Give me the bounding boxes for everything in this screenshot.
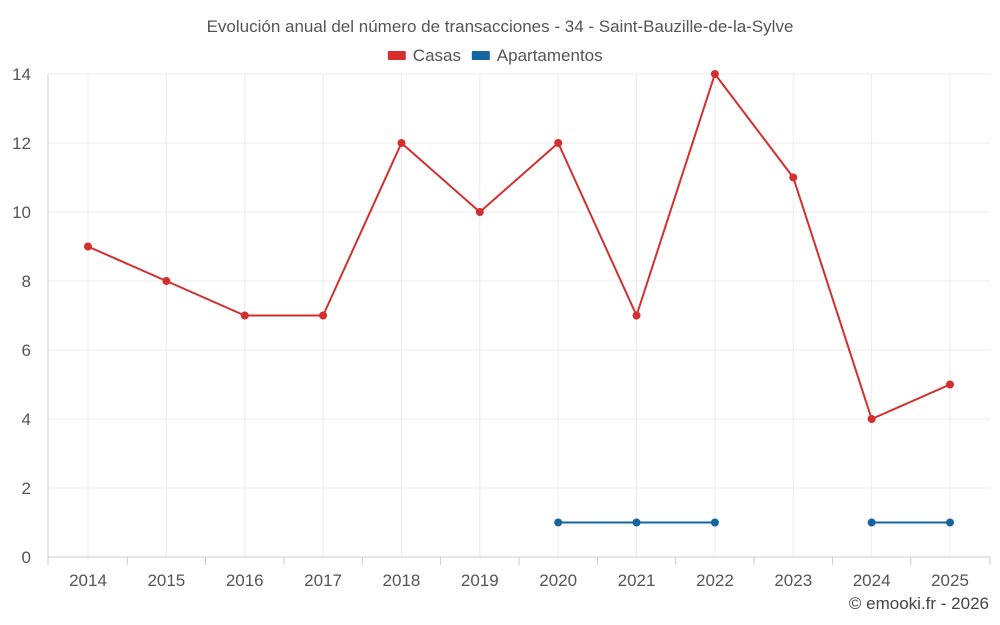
series-casas [84, 70, 954, 423]
x-tick-label: 2023 [774, 571, 812, 590]
y-tick-label: 10 [12, 203, 31, 222]
series-apartamentos [554, 518, 954, 527]
legend-label-casas: Casas [413, 46, 461, 65]
x-tick-label: 2018 [383, 571, 421, 590]
y-tick-label: 12 [12, 134, 31, 153]
data-point-casas[interactable] [84, 242, 92, 251]
x-tick-label: 2025 [931, 571, 969, 590]
chart-title: Evolución anual del número de transaccio… [207, 17, 794, 36]
legend-item-apartamentos[interactable]: Apartamentos [471, 46, 603, 65]
x-tick-label: 2017 [304, 571, 342, 590]
y-tick-label: 8 [22, 272, 31, 291]
legend-swatch-apartamentos [471, 51, 490, 60]
y-tick-label: 14 [12, 65, 31, 84]
data-point-casas[interactable] [710, 70, 719, 78]
x-tick-label: 2014 [69, 571, 107, 590]
legend: Casas Apartamentos [387, 46, 603, 65]
credit-text: © emooki.fr - 2026 [849, 594, 989, 613]
y-tick-label: 6 [22, 341, 31, 360]
y-tick-label: 0 [22, 548, 31, 567]
y-tick-label: 2 [22, 479, 31, 498]
data-point-casas[interactable] [946, 380, 954, 389]
legend-swatch-casas [387, 51, 406, 60]
series-layer [84, 70, 954, 527]
x-tick-label: 2016 [226, 571, 264, 590]
x-tick-label: 2024 [853, 571, 891, 590]
data-point-casas[interactable] [867, 415, 876, 423]
data-point-apartamentos[interactable] [946, 518, 954, 527]
y-tick-label: 4 [22, 410, 31, 429]
legend-item-casas[interactable]: Casas [387, 46, 461, 65]
x-tick-label: 2022 [696, 571, 734, 590]
data-point-casas[interactable] [162, 277, 171, 285]
data-point-casas[interactable] [397, 139, 406, 147]
data-point-casas[interactable] [240, 311, 249, 320]
data-point-casas[interactable] [319, 311, 328, 320]
series-line-casas [87, 73, 951, 420]
x-tick-label: 2021 [618, 571, 656, 590]
axes: 0 2 4 6 8 10 12 14 2014 2015 2016 2017 2018 2019 2020 2… [12, 65, 991, 590]
data-point-casas[interactable] [632, 311, 641, 320]
data-point-apartamentos[interactable] [554, 518, 563, 527]
x-tick-label: 2020 [539, 571, 577, 590]
data-point-casas[interactable] [475, 208, 484, 216]
x-tick-label: 2019 [461, 571, 499, 590]
data-point-casas[interactable] [554, 139, 563, 147]
legend-label-apartamentos: Apartamentos [497, 46, 603, 65]
data-point-casas[interactable] [789, 173, 798, 182]
data-point-apartamentos[interactable] [710, 518, 719, 527]
data-point-apartamentos[interactable] [867, 518, 876, 527]
data-point-apartamentos[interactable] [632, 518, 641, 527]
x-tick-label: 2015 [147, 571, 185, 590]
grid [48, 73, 990, 557]
